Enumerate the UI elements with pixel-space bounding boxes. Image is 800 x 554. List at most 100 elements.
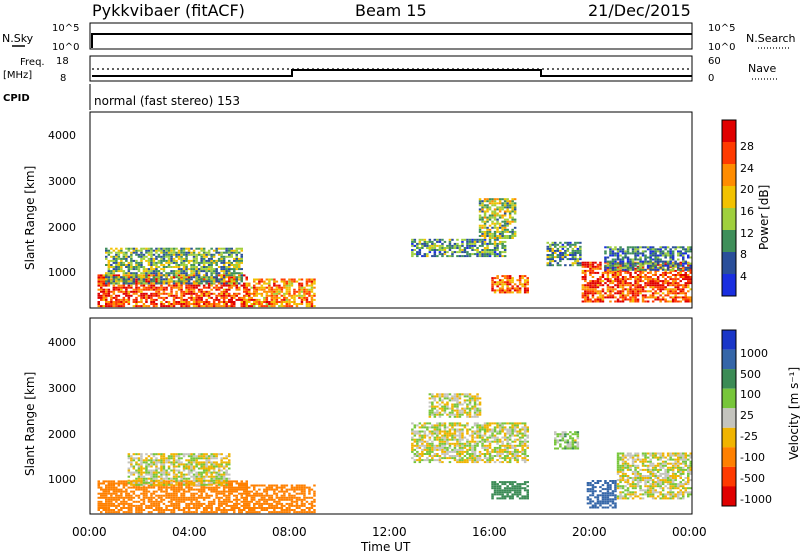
heatmap-cell-1 — [152, 264, 156, 266]
heatmap-cell-1 — [130, 268, 133, 271]
heatmap-cell-0 — [215, 486, 218, 489]
heatmap-cell-2 — [260, 288, 264, 291]
heatmap-cell-1 — [235, 282, 238, 285]
heatmap-cell-8 — [629, 268, 632, 271]
heatmap-cell-3 — [428, 430, 432, 433]
heatmap-cell-4 — [501, 198, 504, 201]
heatmap-cell-0 — [152, 490, 156, 493]
heatmap-cell-6 — [561, 254, 565, 256]
heatmap-cell-1 — [215, 268, 218, 271]
heatmap-cell-5 — [491, 279, 494, 282]
heatmap-cell-1 — [240, 261, 243, 264]
heatmap-cell-3 — [438, 461, 442, 464]
heatmap-cell-7 — [674, 274, 677, 276]
heatmap-cell-1 — [185, 282, 188, 285]
heatmap-cell-1 — [172, 261, 176, 264]
heatmap-cell-4 — [493, 216, 497, 219]
heatmap-cell-5 — [501, 291, 504, 294]
heatmap-cell-1 — [130, 274, 133, 277]
heatmap-cell-3 — [441, 244, 444, 247]
heatmap-cell-7 — [661, 286, 665, 289]
heatmap-cell-0 — [205, 509, 208, 511]
heatmap-cell-0 — [97, 288, 100, 291]
heatmap-cell-1 — [217, 467, 221, 470]
heatmap-cell-7 — [649, 282, 652, 285]
heatmap-cell-2 — [298, 507, 301, 509]
heatmap-cell-7 — [689, 271, 692, 274]
heatmap-cell-6 — [561, 258, 565, 261]
heatmap-cell-0 — [117, 488, 121, 491]
heatmap-cell-3 — [473, 244, 477, 247]
heatmap-cell-0 — [102, 296, 105, 299]
heatmap-cell-3 — [431, 457, 434, 460]
heatmap-cell-1 — [155, 471, 158, 474]
heatmap-cell-3 — [433, 453, 437, 455]
heatmap-cell-0 — [202, 292, 206, 295]
heatmap-cell-1 — [142, 272, 146, 275]
heatmap-cell-1 — [228, 255, 231, 258]
heatmap-cell-0 — [97, 482, 100, 485]
heatmap-cell-1 — [207, 276, 211, 279]
heatmap-cell-7 — [634, 284, 637, 287]
heatmap-cell-1 — [182, 475, 186, 478]
heatmap-cell-1 — [165, 272, 168, 275]
heatmap-cell-8 — [659, 266, 662, 269]
heatmap-cell-1 — [167, 461, 171, 464]
heatmap-cell-7 — [674, 296, 677, 299]
heatmap-cell-1 — [182, 249, 186, 252]
heatmap-cell-0 — [100, 502, 103, 505]
heatmap-cell-1 — [162, 465, 166, 468]
heatmap-cell-5 — [501, 279, 504, 282]
heatmap-cell-3 — [423, 242, 427, 245]
heatmap-cell-1 — [120, 259, 123, 262]
heatmap-cell-7 — [601, 288, 605, 291]
heatmap-cell-1 — [147, 455, 151, 458]
heatmap-cell-3 — [468, 253, 472, 256]
heatmap-cell-2 — [265, 298, 269, 301]
heatmap-cell-3 — [481, 255, 484, 258]
heatmap-cell-7 — [611, 294, 615, 297]
heatmap-cell-7 — [634, 290, 637, 293]
heatmap-cell-1 — [145, 249, 148, 252]
heatmap-cell-1 — [185, 467, 188, 470]
heatmap-cell-0 — [180, 494, 183, 497]
heatmap-cell-7 — [581, 296, 585, 299]
heatmap-cell-3 — [413, 249, 417, 251]
heatmap-cell-0 — [243, 301, 246, 303]
heatmap-cell-2 — [303, 490, 306, 493]
heatmap-cell-3 — [471, 238, 474, 241]
heatmap-cell-2 — [245, 504, 248, 507]
heatmap-cell-0 — [200, 290, 203, 293]
heatmap-cell-5 — [501, 275, 504, 278]
heatmap-cell-1 — [240, 253, 243, 256]
heatmap-cell-0 — [97, 284, 100, 287]
heatmap-cell-0 — [228, 286, 231, 289]
heatmap-cell-3 — [501, 255, 504, 258]
heatmap-cell-1 — [197, 251, 201, 254]
heatmap-cell-2 — [248, 494, 251, 497]
heatmap-cell-0 — [192, 288, 196, 291]
heatmap-cell-3 — [436, 422, 439, 425]
heatmap-cell-1 — [217, 272, 221, 275]
heatmap-cell-3 — [436, 444, 439, 447]
heatmap-cell-6 — [561, 256, 565, 259]
heatmap-cell-2 — [283, 294, 286, 297]
heatmap-cell-6 — [554, 243, 557, 246]
heatmap-cell-0 — [222, 274, 226, 277]
heatmap-cell-1 — [135, 261, 138, 264]
heatmap-cell-4 — [511, 200, 514, 203]
heatmap-cell-5 — [501, 289, 504, 292]
heatmap-cell-1 — [215, 471, 218, 474]
heatmap-cell-1 — [105, 282, 108, 285]
heatmap-cell-0 — [115, 296, 118, 299]
heatmap-cell-7 — [679, 284, 682, 287]
heatmap-cell-0 — [165, 305, 168, 308]
heatmap-cell-0 — [172, 294, 176, 297]
heatmap-cell-2 — [248, 298, 251, 301]
heatmap-cell-1 — [175, 479, 178, 482]
heatmap-cell-0 — [172, 286, 176, 289]
heatmap-cell-3 — [421, 440, 424, 443]
heatmap-cell-0 — [130, 502, 133, 505]
heatmap-cell-0 — [207, 502, 211, 505]
heatmap-cell-1 — [152, 276, 156, 279]
